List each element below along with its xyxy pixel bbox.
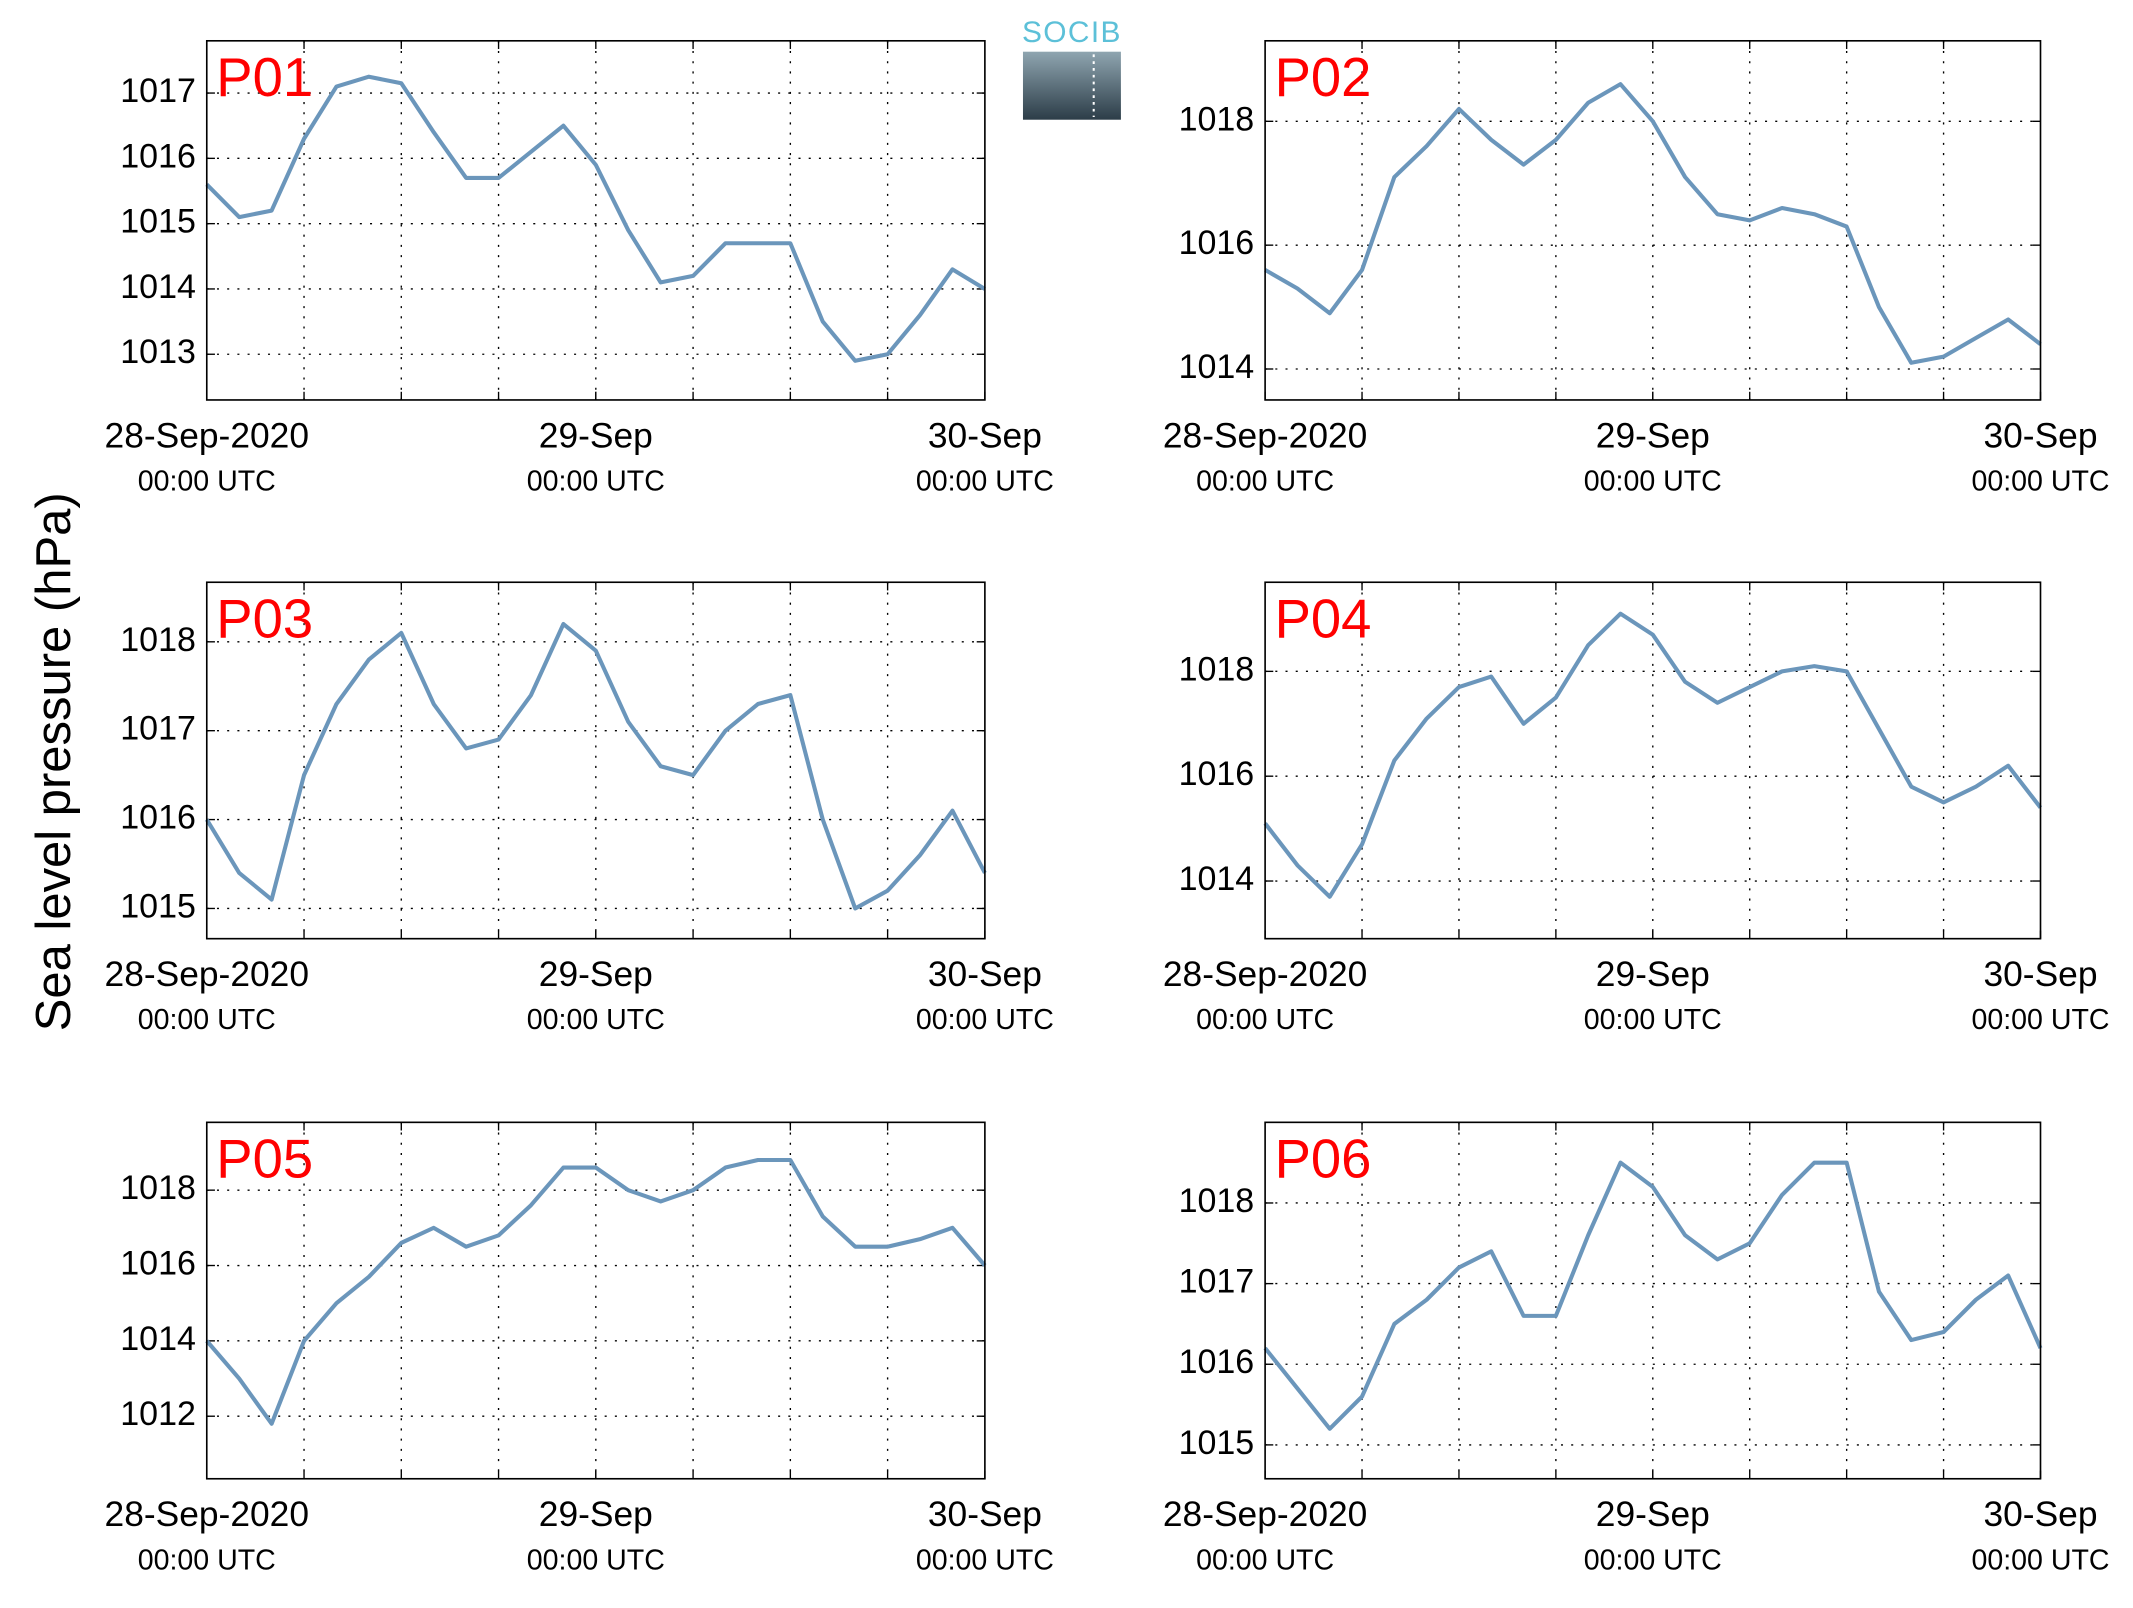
- panel: 1014 1016 1018 28-Sep-2020 00:00 UTC 29-Sep 00…: [1163, 39, 2110, 497]
- x-tick-label: 29-Sep: [1596, 955, 1710, 994]
- x-tick-label: 00:00 UTC: [138, 1544, 276, 1576]
- data-line: [1264, 82, 2042, 365]
- y-tick-label: 1018: [1179, 100, 1255, 138]
- y-tick-label: 1014: [120, 1320, 196, 1358]
- x-tick-label: 30-Sep: [928, 1495, 1042, 1534]
- x-tick-label: 00:00 UTC: [527, 1544, 665, 1576]
- panel-title: P01: [216, 47, 313, 108]
- logo: SOCIB: [1022, 16, 1122, 120]
- axes-frame: [1264, 39, 2042, 401]
- y-tick-label: 1015: [120, 203, 196, 241]
- logo-text: SOCIB: [1022, 16, 1122, 49]
- panel-title: P02: [1275, 47, 1372, 108]
- y-tick-label: 1018: [120, 1169, 196, 1207]
- x-tick-label: 00:00 UTC: [138, 465, 276, 497]
- panel-title: P03: [216, 588, 313, 649]
- y-tick-label: 1017: [120, 72, 196, 110]
- axes-frame: [1264, 1121, 2042, 1480]
- panel: 1015 1016 1017 1018 28-Sep-2020 00:00 UTC 29-S…: [1163, 1121, 2110, 1576]
- x-tick-label: 00:00 UTC: [916, 1544, 1054, 1576]
- panel: 1014 1016 1018 28-Sep-2020 00:00 UTC 29-Sep 00…: [1163, 581, 2110, 1036]
- plot-area: [206, 1122, 985, 1479]
- x-tick-label: 28-Sep-2020: [105, 1495, 309, 1534]
- x-tick-label: 00:00 UTC: [1971, 1004, 2109, 1036]
- y-tick-label: 1014: [120, 268, 196, 306]
- y-tick-label: 1016: [120, 1244, 196, 1282]
- x-tick-label: 28-Sep-2020: [1163, 955, 1367, 994]
- x-tick-label: 00:00 UTC: [527, 1004, 665, 1036]
- y-tick-label: 1015: [120, 887, 196, 925]
- x-tick-label: 29-Sep: [1596, 1495, 1710, 1534]
- x-tick-label: 00:00 UTC: [1196, 1004, 1334, 1036]
- y-tick-label: 1016: [120, 799, 196, 837]
- y-axis-label: Sea level pressure (hPa): [27, 492, 81, 1031]
- data-line: [205, 74, 986, 363]
- x-tick-label: 28-Sep-2020: [105, 416, 309, 455]
- x-tick-label: 30-Sep: [1983, 1495, 2097, 1534]
- plot-area: [1265, 1122, 2041, 1479]
- x-tick-label: 00:00 UTC: [1196, 465, 1334, 497]
- x-tick-label: 00:00 UTC: [916, 465, 1054, 497]
- y-tick-label: 1016: [1179, 1343, 1255, 1381]
- panel: 1013 1014 1015 1016 1017 28-Sep-2020 00:00 UTC…: [105, 39, 1054, 497]
- x-tick-label: 00:00 UTC: [1971, 1544, 2109, 1576]
- axes-frame: [1264, 581, 2042, 940]
- y-tick-label: 1017: [1179, 1263, 1255, 1301]
- x-tick-label: 29-Sep: [539, 955, 653, 994]
- logo-box: [1022, 51, 1121, 120]
- y-tick-label: 1018: [1179, 650, 1255, 688]
- panel-title: P05: [216, 1129, 313, 1190]
- plot-area: [206, 40, 985, 400]
- x-tick-label: 29-Sep: [539, 1495, 653, 1534]
- y-tick-label: 1018: [120, 621, 196, 659]
- x-tick-label: 29-Sep: [1596, 416, 1710, 455]
- panel-title: P06: [1275, 1129, 1372, 1190]
- plot-area: [1265, 40, 2041, 400]
- x-tick-label: 28-Sep-2020: [1163, 416, 1367, 455]
- x-tick-label: 00:00 UTC: [1584, 1544, 1722, 1576]
- y-tick-label: 1017: [120, 710, 196, 748]
- x-tick-label: 00:00 UTC: [916, 1004, 1054, 1036]
- data-line: [1263, 1160, 2043, 1431]
- y-tick-label: 1016: [1179, 224, 1255, 262]
- axes-frame: [205, 39, 986, 401]
- x-tick-label: 30-Sep: [928, 416, 1042, 455]
- x-tick-label: 00:00 UTC: [1971, 465, 2109, 497]
- x-tick-label: 28-Sep-2020: [1163, 1495, 1367, 1534]
- x-tick-label: 00:00 UTC: [1196, 1544, 1334, 1576]
- y-tick-label: 1015: [1179, 1424, 1255, 1462]
- data-line: [1263, 611, 2043, 899]
- x-tick-label: 00:00 UTC: [527, 465, 665, 497]
- y-tick-label: 1016: [1179, 755, 1255, 793]
- data-line: [205, 1157, 987, 1426]
- plot-area: [206, 582, 985, 939]
- x-tick-label: 30-Sep: [928, 955, 1042, 994]
- x-tick-label: 00:00 UTC: [1584, 1004, 1722, 1036]
- y-tick-label: 1018: [1179, 1182, 1255, 1220]
- y-tick-label: 1013: [120, 333, 196, 371]
- x-tick-label: 00:00 UTC: [1584, 465, 1722, 497]
- panel: 1015 1016 1017 1018 28-Sep-2020 00:00 UTC 29-S…: [105, 581, 1054, 1036]
- x-tick-label: 00:00 UTC: [138, 1004, 276, 1036]
- x-tick-label: 30-Sep: [1983, 416, 2097, 455]
- data-line: [205, 621, 987, 911]
- panel: 1012 1014 1016 1018 28-Sep-2020 00:00 UTC 29-S…: [105, 1121, 1054, 1576]
- y-tick-label: 1014: [1179, 348, 1255, 386]
- y-tick-label: 1012: [120, 1395, 196, 1433]
- y-tick-label: 1016: [120, 137, 196, 175]
- panel-title: P04: [1275, 588, 1372, 649]
- axes-frame: [205, 581, 986, 940]
- x-tick-label: 30-Sep: [1983, 955, 2097, 994]
- axes-frame: [205, 1121, 986, 1480]
- x-tick-label: 28-Sep-2020: [105, 955, 309, 994]
- x-tick-label: 29-Sep: [539, 416, 653, 455]
- y-tick-label: 1014: [1179, 860, 1255, 898]
